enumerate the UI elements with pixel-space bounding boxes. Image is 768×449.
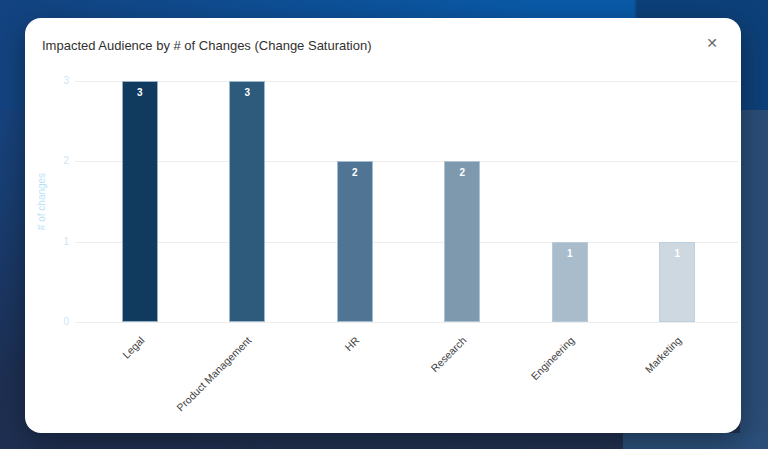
y-axis-tick-0: 0: [41, 316, 69, 327]
bar-research[interactable]: 2: [444, 161, 480, 322]
bar-legal[interactable]: 3: [122, 81, 158, 322]
backdrop-right-column: [740, 110, 768, 449]
bar-value-label: 1: [553, 248, 587, 259]
gridline-y-2: [75, 161, 738, 162]
backdrop-bottom-right-block: [623, 433, 768, 449]
bar-value-label: 3: [123, 87, 157, 98]
bar-value-label: 2: [338, 167, 372, 178]
y-axis-label: # of changes: [36, 171, 47, 231]
y-axis-tick-3: 3: [41, 75, 69, 86]
gridline-y-1: [75, 242, 738, 243]
chart-modal-dialog: Impacted Audience by # of Changes (Chang…: [25, 18, 741, 433]
x-axis-label-research: Research: [382, 334, 468, 420]
x-axis-label-marketing: Marketing: [597, 334, 683, 420]
x-axis-label-engineering: Engineering: [490, 334, 576, 420]
bar-hr[interactable]: 2: [337, 161, 373, 322]
x-axis-label-product-management: Product Management: [167, 334, 253, 420]
bar-value-label: 3: [230, 87, 264, 98]
bar-value-label: 1: [660, 248, 694, 259]
bar-engineering[interactable]: 1: [552, 242, 588, 322]
bar-value-label: 2: [445, 167, 479, 178]
bar-chart: 3 2 1 0 # of changes 3 Legal 3 Product Managemen…: [25, 18, 741, 433]
x-axis-label-legal: Legal: [60, 334, 146, 420]
y-axis-tick-2: 2: [41, 155, 69, 166]
bar-product-management[interactable]: 3: [229, 81, 265, 322]
y-axis-tick-1: 1: [41, 236, 69, 247]
gridline-y-3: [75, 81, 738, 82]
gridline-y-0: [75, 322, 738, 323]
x-axis-label-hr: HR: [275, 334, 361, 420]
bar-marketing[interactable]: 1: [659, 242, 695, 322]
